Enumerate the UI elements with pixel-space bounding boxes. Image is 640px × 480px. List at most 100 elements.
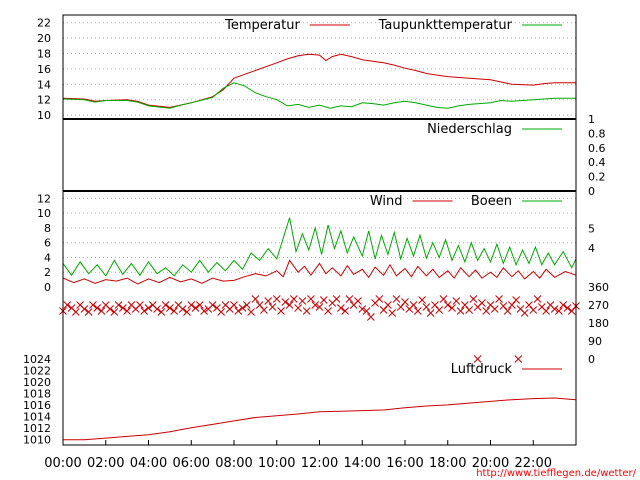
x-tick-label-11: 22:00 bbox=[515, 456, 552, 471]
direction-marker-72 bbox=[366, 313, 375, 321]
y-tick-label-wind-3: 6 bbox=[44, 237, 51, 250]
direction-marker-111 bbox=[533, 295, 542, 303]
x-axis: 00:00 02:00 04:00 06:00 08:00 10:00 12:00 14:00… bbox=[44, 440, 552, 471]
direction-marker-30 bbox=[187, 301, 196, 309]
y-tick-label-pressure-6: 1022 bbox=[23, 364, 51, 377]
direction-marker-29 bbox=[183, 308, 191, 316]
direction-marker-92 bbox=[452, 297, 461, 305]
direction-marker-20 bbox=[144, 304, 153, 312]
direction-marker-58 bbox=[307, 295, 315, 303]
x-tick-label-4: 08:00 bbox=[215, 456, 252, 471]
direction-marker-59 bbox=[311, 301, 320, 309]
x-tick-label-6: 12:00 bbox=[301, 456, 338, 471]
direction-marker-83 bbox=[413, 307, 422, 315]
direction-marker-54 bbox=[289, 295, 298, 303]
direction-marker-89 bbox=[439, 295, 448, 303]
direction-marker-99 bbox=[482, 307, 491, 315]
direction-marker-3 bbox=[71, 308, 80, 316]
direction-marker-46 bbox=[255, 301, 264, 309]
series-line-luftdruck bbox=[63, 397, 577, 441]
direction-marker-90 bbox=[443, 301, 452, 309]
direction-marker-113 bbox=[542, 307, 550, 315]
right-tick-label-wind-0: 4 bbox=[588, 242, 595, 255]
plot-frame bbox=[62, 14, 577, 446]
direction-marker-48 bbox=[264, 297, 273, 305]
direction-marker-108 bbox=[520, 309, 529, 317]
footer-url[interactable]: http://www.tiefflegen.de/wetter/ bbox=[476, 468, 636, 479]
y-tick-label-temperature-2: 14 bbox=[37, 78, 51, 91]
direction-marker-76 bbox=[384, 301, 392, 309]
direction-marker-67 bbox=[345, 295, 354, 303]
direction-marker-23 bbox=[157, 308, 166, 316]
direction-marker-60 bbox=[315, 303, 324, 311]
direction-marker-56 bbox=[298, 297, 307, 305]
direction-marker-79 bbox=[396, 303, 405, 311]
series-line-wind bbox=[62, 259, 577, 285]
direction-marker-110 bbox=[529, 306, 538, 314]
x-tick-label-0: 00:00 bbox=[44, 456, 81, 471]
direction-marker-69 bbox=[354, 297, 362, 305]
direction-marker-88 bbox=[435, 306, 444, 314]
direction-marker-116 bbox=[555, 307, 563, 315]
direction-marker-41 bbox=[234, 307, 243, 315]
direction-marker-91 bbox=[448, 304, 456, 312]
direction-marker-28 bbox=[178, 305, 187, 313]
y-tick-label-pressure-3: 1016 bbox=[23, 399, 51, 412]
direction-marker-77 bbox=[388, 309, 397, 317]
legend-label-niederschlag: Niederschlag bbox=[427, 122, 512, 137]
y-tick-label-wind_direction-4: 360 bbox=[588, 281, 609, 294]
legend-label-luftdruck: Luftdruck bbox=[451, 362, 513, 377]
series-line-temperatur bbox=[62, 53, 576, 108]
direction-marker-6 bbox=[84, 308, 93, 316]
direction-marker-1 bbox=[63, 301, 72, 309]
y-tick-label-temperature-0: 10 bbox=[37, 109, 51, 122]
direction-marker-62 bbox=[324, 307, 332, 315]
y-tick-label-wind-4: 8 bbox=[44, 222, 51, 235]
direction-marker-84 bbox=[418, 296, 426, 304]
direction-marker-22 bbox=[153, 305, 161, 313]
y-tick-label-pressure-0: 1010 bbox=[23, 433, 51, 446]
series-line-taupunkttemperatur bbox=[62, 82, 576, 109]
y-tick-label-precipitation-0: 0 bbox=[588, 185, 595, 198]
y-tick-label-wind-5: 10 bbox=[37, 207, 51, 220]
x-tick-label-8: 16:00 bbox=[386, 456, 423, 471]
direction-marker-75 bbox=[379, 306, 388, 314]
direction-marker-78 bbox=[392, 295, 401, 303]
direction-marker-47 bbox=[260, 306, 268, 314]
direction-marker-14 bbox=[118, 304, 127, 312]
direction-marker-42 bbox=[238, 304, 247, 312]
panel-precipitation: 00.2 0.40.6 0.81 Niederschlag bbox=[63, 113, 606, 198]
direction-marker-18 bbox=[136, 301, 144, 309]
direction-marker-104 bbox=[503, 307, 512, 315]
x-tick-label-7: 14:00 bbox=[344, 456, 381, 471]
direction-marker-102 bbox=[495, 295, 503, 303]
direction-marker-31 bbox=[191, 304, 200, 312]
direction-marker-85 bbox=[422, 303, 431, 311]
direction-marker-115 bbox=[550, 305, 559, 313]
x-tick-label-3: 06:00 bbox=[173, 456, 210, 471]
direction-marker-106 bbox=[512, 296, 521, 304]
y-tick-label-wind_direction-1: 90 bbox=[588, 335, 602, 348]
direction-marker-94 bbox=[460, 301, 469, 309]
direction-marker-109 bbox=[525, 301, 533, 309]
direction-marker-33 bbox=[200, 307, 208, 315]
direction-marker-53 bbox=[285, 301, 294, 309]
direction-marker-117 bbox=[559, 301, 568, 309]
legend-label-taupunkttemperatur: Taupunkttemperatur bbox=[378, 18, 513, 33]
direction-marker-9 bbox=[97, 307, 106, 315]
y-tick-label-precipitation-4: 0.8 bbox=[588, 127, 606, 140]
direction-marker-61 bbox=[319, 296, 328, 304]
direction-marker-103 bbox=[499, 302, 508, 310]
legend-label-temperatur: Temperatur bbox=[224, 18, 300, 33]
direction-marker-5 bbox=[80, 305, 89, 313]
direction-marker-65 bbox=[337, 304, 345, 312]
x-tick-label-2: 04:00 bbox=[130, 456, 167, 471]
direction-marker-37 bbox=[217, 308, 226, 316]
y-tick-label-precipitation-2: 0.4 bbox=[588, 156, 606, 169]
direction-marker-13 bbox=[114, 301, 123, 309]
direction-marker-121 bbox=[473, 355, 482, 363]
direction-marker-51 bbox=[277, 307, 285, 315]
direction-marker-35 bbox=[208, 301, 217, 309]
